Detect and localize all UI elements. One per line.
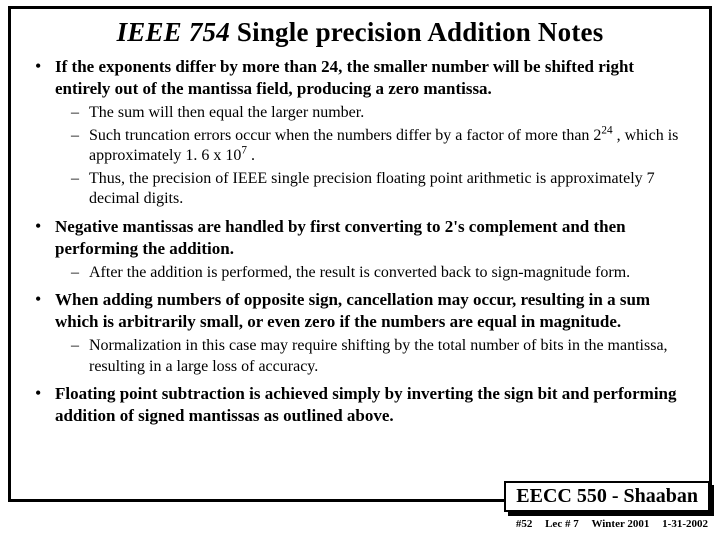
sub-item: Normalization in this case may require s… — [69, 336, 687, 377]
sub-item: Such truncation errors occur when the nu… — [69, 126, 687, 167]
sub-item: Thus, the precision of IEEE single preci… — [69, 169, 687, 210]
footer-slide-num: #52 — [516, 518, 533, 530]
slide-title: IEEE 754 Single precision Addition Notes — [33, 17, 687, 48]
slide-frame: IEEE 754 Single precision Addition Notes… — [8, 6, 712, 502]
sub-list: After the addition is performed, the res… — [69, 263, 687, 283]
footer-meta: #52 Lec # 7 Winter 2001 1-31-2002 — [506, 518, 708, 530]
bullet-item: Negative mantissas are handled by first … — [33, 216, 687, 284]
bullet-main: If the exponents differ by more than 24,… — [55, 56, 687, 100]
bullet-main: Negative mantissas are handled by first … — [55, 216, 687, 260]
bullet-list: If the exponents differ by more than 24,… — [33, 56, 687, 428]
sub-list: Normalization in this case may require s… — [69, 336, 687, 377]
sub-item: After the addition is performed, the res… — [69, 263, 687, 283]
footer-course-box: EECC 550 - Shaaban — [504, 481, 710, 512]
footer-term: Winter 2001 — [591, 518, 649, 530]
sub-list: The sum will then equal the larger numbe… — [69, 103, 687, 209]
bullet-item: Floating point subtraction is achieved s… — [33, 383, 687, 427]
title-italic-part: IEEE 754 — [117, 17, 230, 47]
bullet-main: When adding numbers of opposite sign, ca… — [55, 289, 687, 333]
sub-item: The sum will then equal the larger numbe… — [69, 103, 687, 123]
footer-lec-num: Lec # 7 — [545, 518, 579, 530]
title-rest-part: Single precision Addition Notes — [230, 17, 603, 47]
bullet-item: When adding numbers of opposite sign, ca… — [33, 289, 687, 377]
bullet-item: If the exponents differ by more than 24,… — [33, 56, 687, 210]
bullet-main: Floating point subtraction is achieved s… — [55, 383, 687, 427]
footer-course-text: EECC 550 - Shaaban — [504, 481, 710, 512]
footer-date: 1-31-2002 — [662, 518, 708, 530]
